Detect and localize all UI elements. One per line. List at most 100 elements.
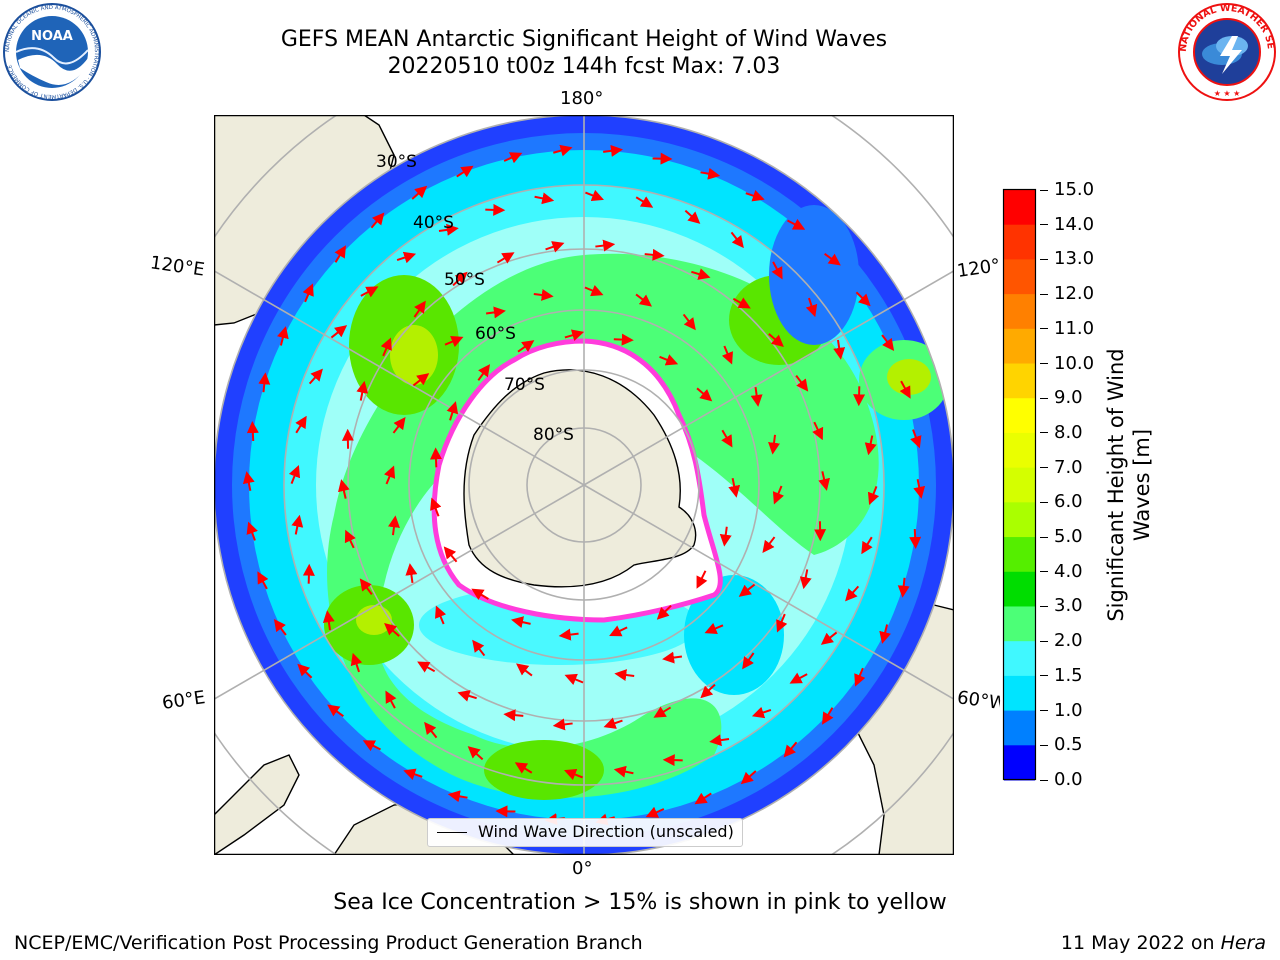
wind-wave-arrow (768, 434, 780, 455)
wind-wave-arrow (447, 790, 468, 803)
wind-wave-arrow (696, 570, 708, 589)
lon-label-120e: 120°E (148, 252, 206, 281)
wind-wave-arrow (403, 768, 423, 780)
wind-wave-arrow (595, 239, 616, 252)
wind-wave-arrow (246, 521, 258, 541)
wind-wave-arrow (242, 471, 255, 491)
wind-wave-arrow (327, 704, 344, 717)
colorbar-tick-label: 5.0 (1040, 526, 1083, 547)
wind-wave-arrow (751, 706, 772, 719)
wind-wave-arrow (740, 770, 757, 785)
wind-wave-arrow (302, 283, 314, 303)
wind-wave-arrow (396, 251, 417, 264)
colorbar-tick-label: 10.0 (1040, 353, 1094, 374)
wind-wave-arrow (370, 212, 385, 229)
lat-label-40s: 40°S (413, 213, 454, 233)
wind-wave-arrow (435, 605, 447, 625)
colorbar-segment (1004, 328, 1035, 365)
wind-wave-arrow (897, 577, 910, 598)
wind-wave-arrow (881, 334, 895, 352)
wind-wave-arrow (563, 768, 583, 781)
wind-wave-arrow (805, 297, 818, 318)
wind-wave-arrow (412, 373, 430, 387)
wind-wave-arrow (730, 231, 744, 249)
wind-wave-arrow (356, 380, 369, 401)
wind-wave-arrow (496, 252, 515, 264)
wind-wave-arrow (799, 569, 812, 590)
wind-wave-arrow (855, 291, 871, 307)
wind-wave-arrow (338, 479, 350, 499)
wind-wave-arrow (564, 329, 585, 341)
colorbar-tick-label: 7.0 (1040, 457, 1083, 478)
lat-label-50s: 50°S (444, 270, 485, 290)
wind-wave-arrow (444, 336, 464, 348)
wind-wave-arrow (910, 429, 922, 449)
wind-wave-arrow (833, 339, 846, 360)
wind-wave-arrow (430, 497, 442, 517)
wind-wave-arrow (514, 762, 533, 774)
wind-wave-arrow (457, 690, 477, 702)
wind-wave-arrow (609, 625, 628, 637)
colorbar-tick-label: 14.0 (1040, 214, 1094, 235)
wind-wave-arrow (477, 364, 491, 381)
wind-wave-arrow (360, 286, 379, 298)
wind-wave-arrow (405, 563, 418, 584)
colorbar-segment (1004, 606, 1035, 642)
lon-label-120w: 120°W (955, 255, 1002, 282)
wind-wave-arrow (824, 253, 841, 266)
wind-wave-arrow (909, 528, 922, 549)
wind-wave-arrow (411, 185, 428, 200)
wind-wave-arrow (452, 271, 468, 287)
colorbar-tick-label: 8.0 (1040, 422, 1083, 443)
wind-wave-arrow (864, 435, 877, 456)
wind-wave-arrow (768, 333, 784, 348)
sea-ice-note: Sea Ice Concentration > 15% is shown in … (333, 890, 947, 915)
colorbar-tick-label: 15.0 (1040, 179, 1094, 200)
colorbar-segment (1004, 537, 1035, 573)
wind-wave-arrow (613, 333, 634, 346)
wind-wave-arrow (812, 421, 824, 441)
nws-logo: NATIONAL WEATHER SERVICE ★ ★ ★ (1176, 2, 1276, 101)
wind-wave-arrow (472, 639, 486, 657)
wind-wave-arrow (564, 673, 584, 686)
wind-wave-arrow (728, 477, 741, 498)
colorbar-segment (1004, 571, 1035, 607)
wind-wave-arrow (822, 707, 834, 725)
wind-wave-arrow (334, 245, 346, 263)
svg-text:★ ★ ★: ★ ★ ★ (1214, 89, 1241, 98)
colorbar-tick-label: 4.0 (1040, 561, 1083, 582)
legend-label: Wind Wave Direction (unscaled) (478, 822, 734, 841)
colorbar-tick-label: 6.0 (1040, 491, 1083, 512)
wind-wave-arrow (867, 486, 880, 506)
chart-title: GEFS MEAN Antarctic Significant Height o… (280, 27, 888, 52)
wind-wave-arrow (384, 622, 400, 637)
wind-wave-arrow (385, 690, 397, 709)
colorbar-segment (1004, 259, 1035, 295)
colorbar-segment (1004, 224, 1035, 260)
wave-height-map (214, 115, 954, 855)
wind-wave-arrow (295, 415, 307, 434)
colorbar-tick-label: 11.0 (1040, 318, 1094, 339)
wind-wave-arrow (388, 515, 400, 536)
wind-wave-arrow (297, 663, 313, 679)
wind-wave-arrow (704, 622, 724, 634)
wind-wave-arrow (682, 313, 696, 331)
africa (214, 754, 300, 855)
wind-wave-arrow (709, 734, 730, 747)
wind-wave-arrow (721, 429, 733, 448)
wind-wave-arrow (854, 667, 866, 687)
wind-wave-arrow (745, 190, 765, 202)
wind-wave-arrow (700, 683, 716, 699)
colorbar-tick-label: 12.0 (1040, 283, 1094, 304)
colorbar-segment (1004, 363, 1035, 399)
wind-wave-arrow (362, 740, 381, 752)
wind-wave-arrow (644, 248, 665, 261)
wind-wave-arrow (485, 306, 506, 319)
wind-wave-arrow (861, 536, 873, 555)
colorbar-tick-label: 9.0 (1040, 387, 1083, 408)
antarctica (463, 369, 697, 588)
wind-wave-arrow (820, 631, 838, 645)
colorbar-tick-label: 13.0 (1040, 248, 1094, 269)
wind-wave-arrow (738, 583, 756, 597)
wind-wave-arrow (467, 746, 484, 761)
